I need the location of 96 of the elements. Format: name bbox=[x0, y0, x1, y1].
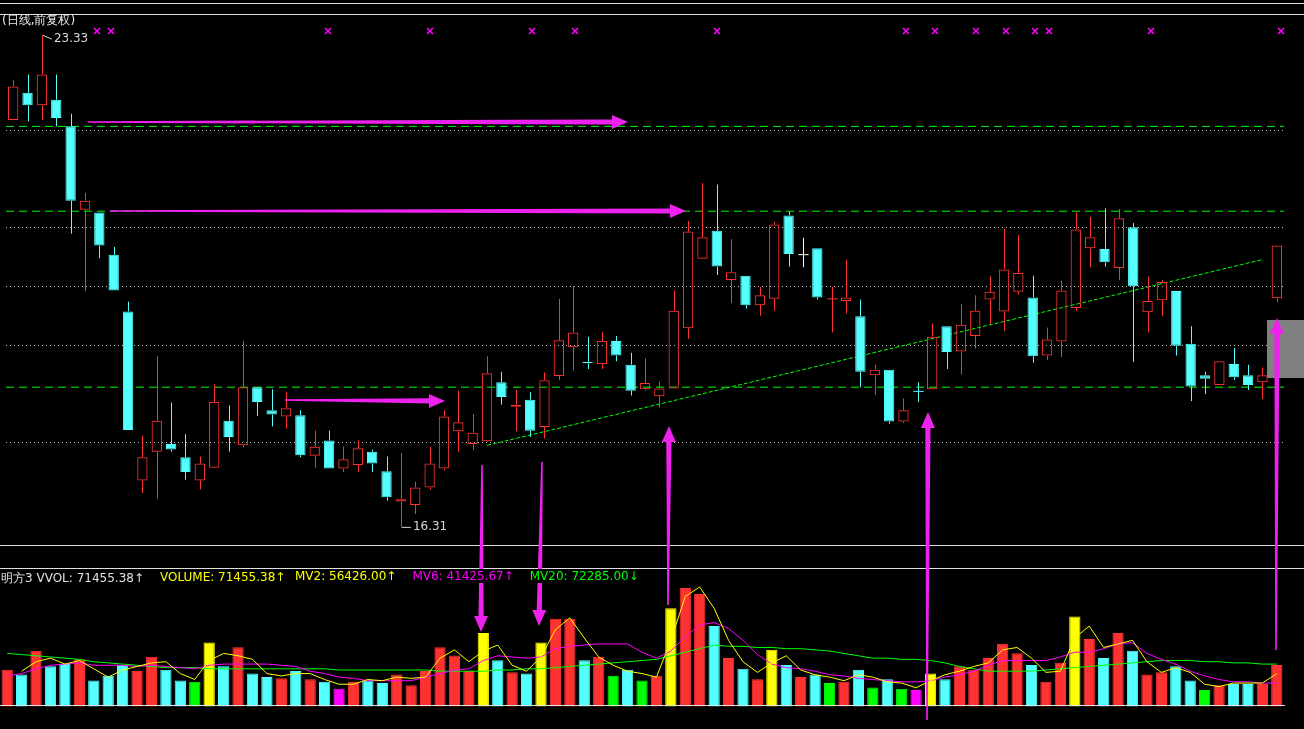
bar bbox=[708, 625, 720, 707]
text: MV6: 41425.67↑ bbox=[411, 569, 515, 583]
bar bbox=[737, 668, 749, 707]
bar bbox=[463, 671, 475, 707]
annotation: 23.33 bbox=[53, 31, 89, 46]
candlestick bbox=[295, 409, 306, 458]
candlestick bbox=[855, 299, 866, 388]
annotation: 16.31 bbox=[412, 519, 448, 534]
bar bbox=[1227, 684, 1240, 707]
bar bbox=[578, 660, 590, 707]
bar bbox=[722, 657, 735, 707]
bar bbox=[1213, 685, 1225, 707]
text: MV2: 56426.00↑ bbox=[294, 569, 398, 583]
bar bbox=[1256, 684, 1268, 707]
bar bbox=[1083, 638, 1095, 707]
bar bbox=[189, 681, 201, 707]
candlestick bbox=[740, 275, 751, 310]
candlestick bbox=[826, 286, 839, 333]
bar bbox=[1112, 633, 1124, 707]
bar bbox=[1170, 666, 1182, 707]
bar bbox=[1155, 672, 1167, 707]
bar bbox=[117, 665, 129, 707]
bar bbox=[939, 679, 951, 707]
bar bbox=[549, 618, 562, 707]
candlestick bbox=[323, 430, 335, 469]
candlestick bbox=[812, 248, 823, 301]
bar bbox=[261, 676, 273, 707]
bar bbox=[607, 675, 619, 707]
bar bbox=[44, 666, 57, 707]
bar bbox=[275, 678, 287, 707]
bar bbox=[1242, 684, 1254, 707]
candlestick bbox=[381, 456, 392, 502]
bar bbox=[1025, 665, 1038, 707]
candlestick bbox=[1185, 325, 1196, 402]
text: MV20: 72285.00↓ bbox=[528, 569, 640, 583]
chart-title: (日线,前复权) bbox=[2, 12, 76, 29]
bar bbox=[621, 669, 634, 707]
candlestick bbox=[266, 388, 277, 427]
candlestick bbox=[711, 184, 722, 276]
bar bbox=[434, 647, 446, 707]
candlestick bbox=[122, 301, 134, 430]
bar bbox=[16, 674, 28, 707]
bar bbox=[1011, 653, 1023, 707]
bar bbox=[1, 669, 13, 707]
bar bbox=[318, 681, 331, 707]
bar bbox=[1141, 674, 1153, 707]
candlestick bbox=[51, 73, 62, 127]
candlestick bbox=[108, 246, 119, 291]
candlestick bbox=[165, 402, 177, 453]
bar bbox=[492, 660, 504, 707]
bar bbox=[751, 679, 764, 707]
candlestick bbox=[797, 237, 810, 268]
bar bbox=[362, 680, 374, 707]
bar bbox=[102, 675, 114, 707]
bar bbox=[232, 647, 244, 707]
candlestick bbox=[1199, 371, 1211, 395]
candlestick bbox=[65, 113, 76, 235]
bar bbox=[217, 666, 230, 707]
candlestick bbox=[912, 381, 925, 403]
text: 明方3 VVOL: 71455.38↑ bbox=[0, 570, 145, 587]
bar bbox=[838, 681, 850, 707]
candlestick bbox=[941, 326, 952, 370]
bar bbox=[968, 669, 980, 707]
bar bbox=[520, 673, 533, 707]
bar bbox=[304, 679, 316, 707]
bar bbox=[809, 674, 821, 707]
bar bbox=[376, 682, 388, 707]
bar bbox=[636, 680, 648, 707]
candlestick bbox=[524, 391, 536, 438]
bar bbox=[506, 672, 518, 707]
candlestick bbox=[94, 212, 105, 259]
bar bbox=[795, 676, 807, 707]
bar bbox=[1040, 681, 1052, 707]
bar bbox=[160, 669, 172, 707]
bar bbox=[679, 587, 691, 707]
bar bbox=[131, 671, 143, 707]
candlestick bbox=[1128, 222, 1139, 363]
candlestick bbox=[883, 369, 895, 425]
bar bbox=[564, 618, 576, 707]
candlestick bbox=[1171, 291, 1182, 357]
bar bbox=[823, 682, 836, 707]
bar bbox=[1126, 650, 1139, 707]
bar bbox=[593, 656, 605, 707]
text: VOLUME: 71455.38↑ bbox=[158, 570, 287, 587]
bar bbox=[694, 593, 706, 707]
bar bbox=[780, 665, 792, 707]
bar bbox=[246, 673, 259, 707]
bar bbox=[1098, 657, 1110, 707]
candlestick bbox=[22, 73, 33, 122]
candlestick bbox=[783, 211, 794, 268]
bar bbox=[59, 663, 71, 707]
bar bbox=[650, 675, 663, 707]
candlestick bbox=[625, 352, 636, 397]
bar bbox=[405, 685, 417, 707]
candlestick bbox=[1027, 275, 1038, 364]
bar bbox=[30, 650, 42, 707]
